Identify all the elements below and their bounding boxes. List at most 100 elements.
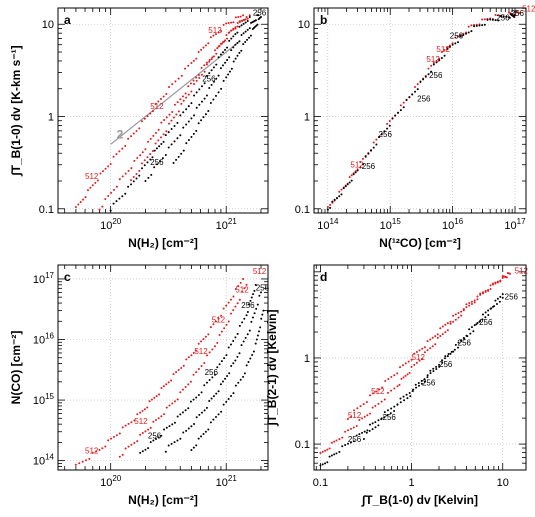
data-point (449, 320, 452, 323)
data-point (190, 102, 193, 105)
data-point (441, 361, 444, 364)
data-point (217, 413, 220, 416)
point-annotation: 512 (134, 417, 148, 426)
data-point (176, 137, 179, 140)
y-tick-label: 1 (304, 353, 310, 365)
data-point (193, 94, 196, 97)
y-axis-label: N(CO) [cm⁻²] (9, 331, 23, 405)
data-point (130, 167, 133, 170)
data-point (195, 371, 198, 374)
data-point (195, 79, 198, 82)
data-point (217, 91, 220, 94)
data-point (438, 59, 441, 62)
data-point (457, 316, 460, 319)
data-point (168, 122, 171, 125)
data-point (179, 413, 182, 416)
data-point (338, 190, 341, 193)
data-point (185, 429, 188, 432)
data-point (487, 314, 490, 317)
point-annotation: 512 (371, 387, 385, 396)
data-point (457, 346, 460, 349)
data-point (356, 169, 359, 172)
data-point (399, 397, 402, 400)
data-point (218, 334, 221, 337)
data-point (202, 433, 205, 436)
data-point (152, 420, 155, 423)
data-point (200, 435, 203, 438)
data-point (220, 410, 223, 413)
data-point (238, 324, 241, 327)
data-point (413, 352, 416, 355)
data-point (224, 48, 227, 51)
data-point (200, 391, 203, 394)
data-point (515, 10, 518, 13)
data-point (439, 327, 442, 330)
data-point (423, 378, 426, 381)
data-point (399, 109, 402, 112)
data-point (173, 400, 176, 403)
data-point (427, 73, 430, 76)
data-point (219, 53, 222, 56)
data-point (244, 18, 247, 21)
data-point (195, 396, 198, 399)
data-point (148, 400, 151, 403)
plot-frame (57, 264, 269, 471)
data-point (121, 147, 124, 150)
data-point (390, 407, 393, 410)
data-point (475, 24, 478, 27)
data-point (151, 150, 154, 153)
data-point (176, 121, 179, 124)
data-point (192, 446, 195, 449)
data-point (167, 381, 170, 384)
data-point (469, 332, 472, 335)
data-point (215, 52, 218, 55)
data-point (393, 409, 396, 412)
data-point (205, 406, 208, 409)
data-point (352, 440, 355, 443)
data-point (444, 323, 447, 326)
data-point (436, 336, 439, 339)
data-point (136, 157, 139, 160)
data-point (244, 41, 247, 44)
data-point (495, 302, 498, 305)
data-point (494, 281, 497, 284)
data-point (104, 198, 107, 201)
data-point (256, 334, 259, 337)
data-point (225, 76, 228, 79)
data-point (209, 36, 212, 39)
data-point (435, 367, 438, 370)
data-point (195, 416, 198, 419)
data-point (248, 15, 251, 18)
data-point (489, 288, 492, 291)
data-point (326, 448, 329, 451)
data-point (208, 72, 211, 75)
data-point (172, 116, 175, 119)
y-axis-label: ∫T_B(2-1) dv [Kelvin] (265, 310, 279, 427)
data-point (390, 389, 393, 392)
data-point (184, 67, 187, 70)
data-point (176, 415, 179, 418)
data-point (467, 31, 470, 34)
data-point (329, 206, 332, 209)
data-point (113, 435, 116, 438)
data-point (410, 358, 413, 361)
data-point (236, 41, 239, 44)
data-point (187, 93, 190, 96)
data-point (138, 169, 141, 172)
data-point (462, 34, 465, 37)
data-point (388, 124, 391, 127)
point-annotation: 512 (235, 285, 249, 294)
data-point (94, 181, 97, 184)
data-point (164, 450, 167, 453)
data-point (139, 451, 142, 454)
point-annotation: 256 (511, 9, 525, 18)
data-point (99, 172, 102, 175)
data-point (460, 314, 463, 317)
data-point (454, 42, 457, 45)
data-point (405, 393, 408, 396)
data-point (230, 67, 233, 70)
data-point (171, 83, 174, 86)
data-point (130, 183, 133, 186)
data-point (211, 376, 214, 379)
data-point (419, 80, 422, 83)
